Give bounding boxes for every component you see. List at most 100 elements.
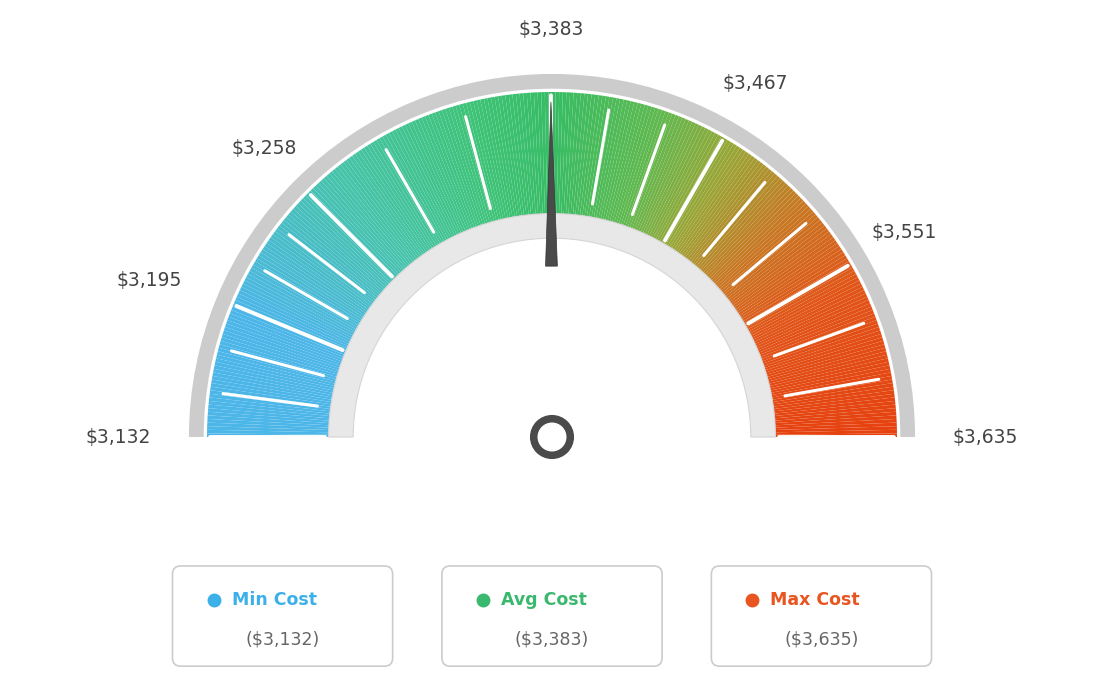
Wedge shape — [246, 274, 355, 333]
Wedge shape — [412, 120, 464, 233]
Wedge shape — [512, 94, 529, 215]
Wedge shape — [564, 92, 574, 214]
Wedge shape — [710, 193, 798, 281]
Wedge shape — [459, 104, 495, 221]
Wedge shape — [761, 313, 875, 359]
Wedge shape — [630, 114, 676, 228]
Wedge shape — [484, 98, 510, 218]
Wedge shape — [767, 348, 887, 382]
Wedge shape — [267, 240, 369, 311]
Wedge shape — [438, 110, 480, 226]
Wedge shape — [456, 105, 492, 222]
Wedge shape — [226, 320, 342, 364]
Wedge shape — [223, 331, 340, 371]
Wedge shape — [686, 160, 761, 259]
Wedge shape — [370, 142, 436, 247]
Wedge shape — [596, 99, 624, 219]
Wedge shape — [245, 277, 354, 335]
Wedge shape — [573, 94, 588, 215]
Wedge shape — [769, 358, 889, 388]
Wedge shape — [474, 100, 503, 219]
Wedge shape — [774, 394, 894, 411]
Text: ($3,132): ($3,132) — [245, 630, 320, 648]
Wedge shape — [445, 108, 485, 224]
Wedge shape — [552, 92, 555, 214]
Wedge shape — [376, 138, 440, 245]
Wedge shape — [773, 386, 894, 406]
Wedge shape — [775, 408, 896, 421]
Wedge shape — [622, 109, 662, 225]
Wedge shape — [323, 176, 406, 269]
Wedge shape — [418, 117, 468, 231]
Wedge shape — [643, 122, 696, 234]
Wedge shape — [658, 133, 719, 242]
Text: ($3,635): ($3,635) — [784, 630, 859, 648]
Wedge shape — [609, 104, 645, 221]
Wedge shape — [449, 107, 488, 224]
Wedge shape — [769, 355, 888, 386]
Wedge shape — [279, 223, 376, 300]
Text: $3,467: $3,467 — [722, 75, 788, 93]
Wedge shape — [689, 164, 766, 262]
Wedge shape — [263, 246, 365, 315]
Wedge shape — [466, 102, 499, 221]
Wedge shape — [216, 355, 335, 386]
Wedge shape — [383, 135, 445, 242]
Wedge shape — [590, 97, 613, 217]
Wedge shape — [209, 397, 330, 413]
Wedge shape — [211, 380, 331, 402]
Wedge shape — [252, 264, 359, 327]
Wedge shape — [255, 258, 361, 324]
Wedge shape — [402, 125, 457, 236]
Wedge shape — [314, 186, 399, 276]
Wedge shape — [659, 135, 721, 242]
Wedge shape — [530, 92, 540, 214]
Wedge shape — [506, 95, 524, 216]
Wedge shape — [735, 240, 837, 311]
Wedge shape — [237, 293, 349, 346]
Wedge shape — [775, 426, 896, 433]
Wedge shape — [582, 95, 603, 216]
Wedge shape — [673, 148, 743, 251]
Wedge shape — [389, 131, 448, 240]
Wedge shape — [556, 92, 563, 214]
Wedge shape — [753, 287, 864, 342]
Wedge shape — [352, 154, 424, 255]
Wedge shape — [692, 169, 772, 265]
Wedge shape — [645, 124, 699, 235]
Wedge shape — [651, 128, 709, 238]
Wedge shape — [756, 297, 869, 348]
Wedge shape — [425, 115, 471, 229]
Wedge shape — [725, 220, 822, 298]
Wedge shape — [549, 92, 552, 214]
Wedge shape — [762, 317, 877, 362]
Wedge shape — [527, 92, 538, 214]
Wedge shape — [355, 152, 426, 253]
Wedge shape — [240, 287, 351, 342]
Wedge shape — [598, 99, 627, 219]
Polygon shape — [545, 102, 558, 266]
Wedge shape — [640, 120, 692, 233]
Wedge shape — [676, 150, 746, 253]
Wedge shape — [477, 99, 506, 219]
Wedge shape — [261, 249, 364, 317]
Wedge shape — [214, 365, 333, 393]
Wedge shape — [766, 341, 884, 377]
Wedge shape — [592, 97, 617, 217]
Wedge shape — [248, 270, 357, 331]
Wedge shape — [701, 181, 786, 273]
Wedge shape — [775, 415, 896, 425]
Wedge shape — [284, 217, 380, 297]
Wedge shape — [775, 433, 896, 437]
Wedge shape — [724, 217, 820, 297]
Wedge shape — [335, 166, 413, 264]
Wedge shape — [561, 92, 570, 214]
Wedge shape — [432, 112, 476, 228]
Wedge shape — [487, 97, 512, 217]
Wedge shape — [772, 376, 892, 400]
Wedge shape — [435, 111, 478, 227]
Wedge shape — [209, 404, 330, 418]
Wedge shape — [217, 351, 336, 384]
Wedge shape — [774, 390, 894, 409]
Wedge shape — [681, 156, 755, 256]
